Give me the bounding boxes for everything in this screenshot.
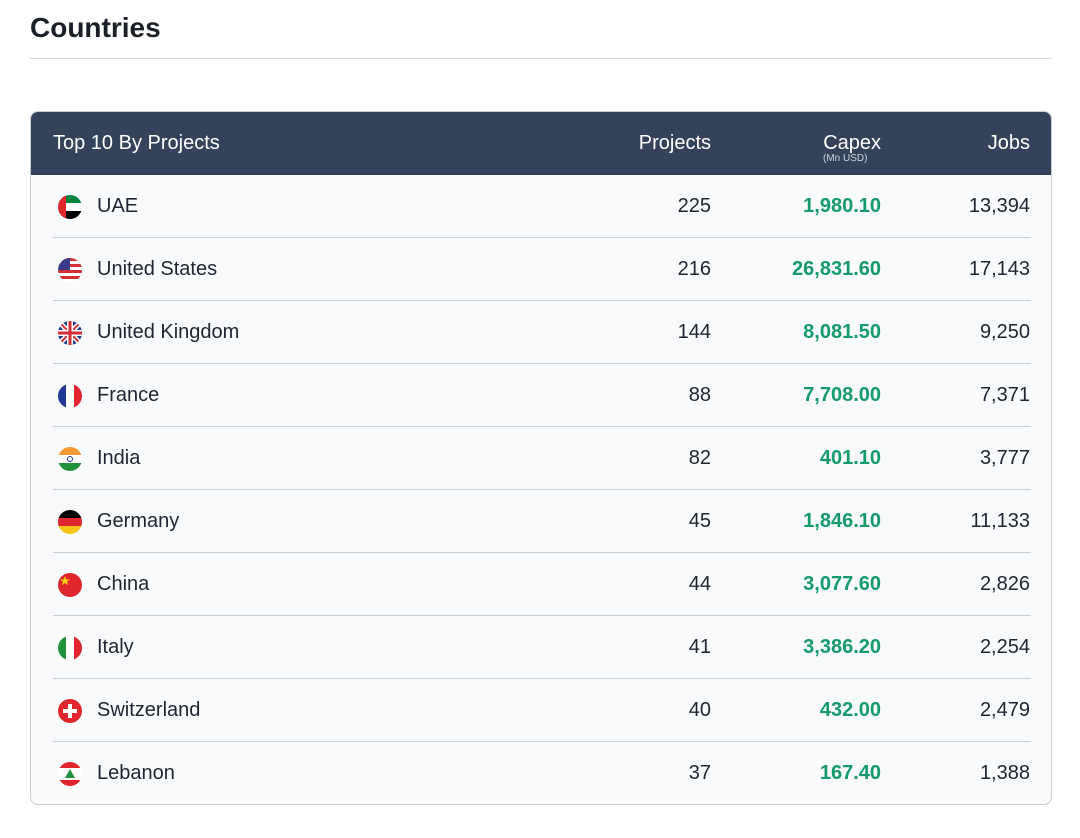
projects-value: 216 — [677, 258, 711, 280]
table: Top 10 By Projects Projects Capex (Mn US… — [30, 111, 1052, 805]
jobs-value: 7,371 — [979, 384, 1030, 406]
capex-value: 26,831.60 — [792, 258, 881, 280]
jobs-value: 3,777 — [979, 447, 1030, 469]
jobs-value: 13,394 — [968, 195, 1030, 217]
capex-value: 3,077.60 — [803, 573, 881, 595]
country-name: India — [97, 447, 141, 469]
projects-value: 45 — [688, 510, 711, 532]
country-name: China — [97, 573, 150, 595]
flag-icon — [58, 447, 82, 471]
country-name: Switzerland — [97, 699, 201, 721]
table-header: Top 10 By Projects Projects Capex (Mn US… — [31, 112, 1051, 175]
table-row: United Kingdom 144 8,081.50 9,250 — [31, 301, 1051, 364]
flag-icon — [58, 321, 82, 345]
row-separator — [53, 615, 1031, 616]
capex-value: 7,708.00 — [803, 384, 881, 406]
table-row: Italy 41 3,386.20 2,254 — [31, 616, 1051, 679]
table-row: Switzerland 40 432.00 2,479 — [31, 679, 1051, 742]
column-header: Projects — [638, 132, 711, 154]
table-row: Germany 45 1,846.10 11,133 — [31, 490, 1051, 553]
capex-value: 167.40 — [819, 762, 881, 784]
row-separator — [53, 300, 1031, 301]
table-row: United States 216 26,831.60 17,143 — [31, 238, 1051, 301]
row-separator — [53, 741, 1031, 742]
divider — [30, 58, 1052, 59]
jobs-value: 2,254 — [979, 636, 1030, 658]
row-separator — [53, 489, 1031, 490]
jobs-value: 17,143 — [968, 258, 1030, 280]
column-unit: (Mn USD) — [823, 153, 868, 164]
projects-value: 88 — [688, 384, 711, 406]
capex-value: 432.00 — [819, 699, 881, 721]
country-name: Italy — [97, 636, 134, 658]
flag-icon — [58, 258, 82, 282]
capex-value: 8,081.50 — [803, 321, 881, 343]
projects-value: 40 — [688, 699, 711, 721]
capex-value: 401.10 — [819, 447, 881, 469]
jobs-value: 9,250 — [979, 321, 1030, 343]
flag-icon — [58, 699, 82, 723]
projects-value: 37 — [688, 762, 711, 784]
jobs-value: 1,388 — [979, 762, 1030, 784]
country-name: France — [97, 384, 160, 406]
country-name: Lebanon — [97, 762, 175, 784]
row-separator — [53, 678, 1031, 679]
column-header: Jobs — [987, 132, 1030, 154]
row-separator — [53, 363, 1031, 364]
country-name: UAE — [97, 195, 139, 217]
table-row: France 88 7,708.00 7,371 — [31, 364, 1051, 427]
country-name: United Kingdom — [97, 321, 240, 343]
flag-icon — [58, 195, 82, 219]
projects-value: 144 — [677, 321, 711, 343]
projects-value: 225 — [677, 195, 711, 217]
jobs-value: 2,826 — [979, 573, 1030, 595]
flag-icon — [58, 636, 82, 660]
row-separator — [53, 237, 1031, 238]
jobs-value: 2,479 — [979, 699, 1030, 721]
projects-value: 41 — [688, 636, 711, 658]
flag-icon — [58, 384, 82, 408]
country-name: Germany — [97, 510, 180, 532]
projects-value: 44 — [688, 573, 711, 595]
capex-value: 3,386.20 — [803, 636, 881, 658]
table-row: India 82 401.10 3,777 — [31, 427, 1051, 490]
flag-icon — [58, 573, 82, 597]
table-row: China 44 3,077.60 2,826 — [31, 553, 1051, 616]
flag-icon — [58, 762, 82, 786]
projects-value: 82 — [688, 447, 711, 469]
section-title: Countries — [30, 12, 161, 43]
column-header: Top 10 By Projects — [53, 132, 220, 154]
flag-icon — [58, 510, 82, 534]
jobs-value: 11,133 — [970, 510, 1030, 532]
table-row: Lebanon 37 167.40 1,388 — [31, 742, 1051, 804]
row-separator — [53, 426, 1031, 427]
row-separator — [53, 552, 1031, 553]
capex-value: 1,846.10 — [803, 510, 881, 532]
table-row: UAE 225 1,980.10 13,394 — [31, 175, 1051, 238]
column-header: Capex — [823, 132, 881, 154]
capex-value: 1,980.10 — [803, 195, 881, 217]
country-name: United States — [97, 258, 218, 280]
